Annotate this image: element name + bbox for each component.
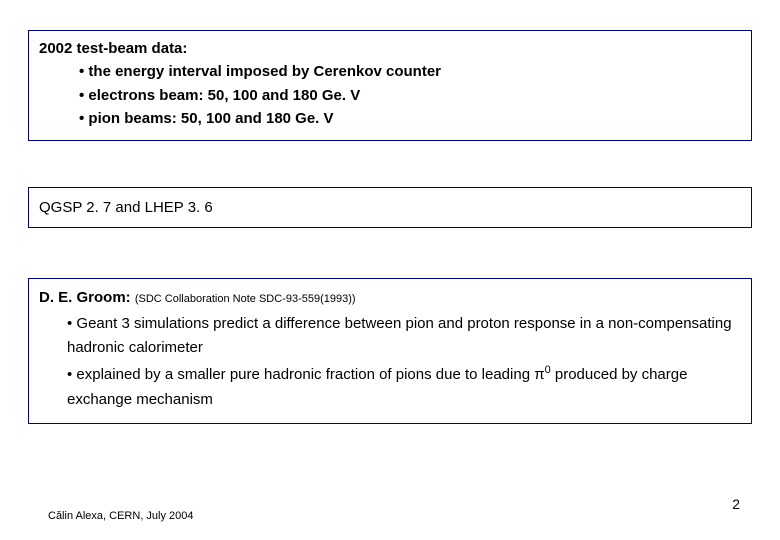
groom-bullet-1-wrap: • explained by a smaller pure hadronic f… [39, 361, 741, 413]
groom-header: D. E. Groom: (SDC Collaboration Note SDC… [39, 285, 741, 311]
groom-note: (SDC Collaboration Note SDC-93-559(1993)… [135, 293, 356, 305]
box1-bullet-2: • pion beams: 50, 100 and 180 Ge. V [39, 107, 741, 130]
test-beam-box: 2002 test-beam data: • the energy interv… [28, 30, 752, 141]
groom-superscript: 0 [545, 364, 551, 376]
groom-author: D. E. Groom: [39, 289, 135, 306]
box1-bullet-1: • electrons beam: 50, 100 and 180 Ge. V [39, 84, 741, 107]
box1-bullet-0: • the energy interval imposed by Cerenko… [39, 60, 741, 83]
groom-box: D. E. Groom: (SDC Collaboration Note SDC… [28, 278, 752, 423]
groom-bullet-1: • explained by a smaller pure hadronic f… [67, 366, 545, 383]
box1-title: 2002 test-beam data: [39, 37, 741, 60]
models-box: QGSP 2. 7 and LHEP 3. 6 [28, 187, 752, 228]
footer-text: Călin Alexa, CERN, July 2004 [48, 510, 194, 522]
page-number: 2 [732, 496, 740, 512]
groom-bullet-0: • Geant 3 simulations predict a differen… [39, 312, 741, 362]
box2-text: QGSP 2. 7 and LHEP 3. 6 [39, 196, 741, 219]
